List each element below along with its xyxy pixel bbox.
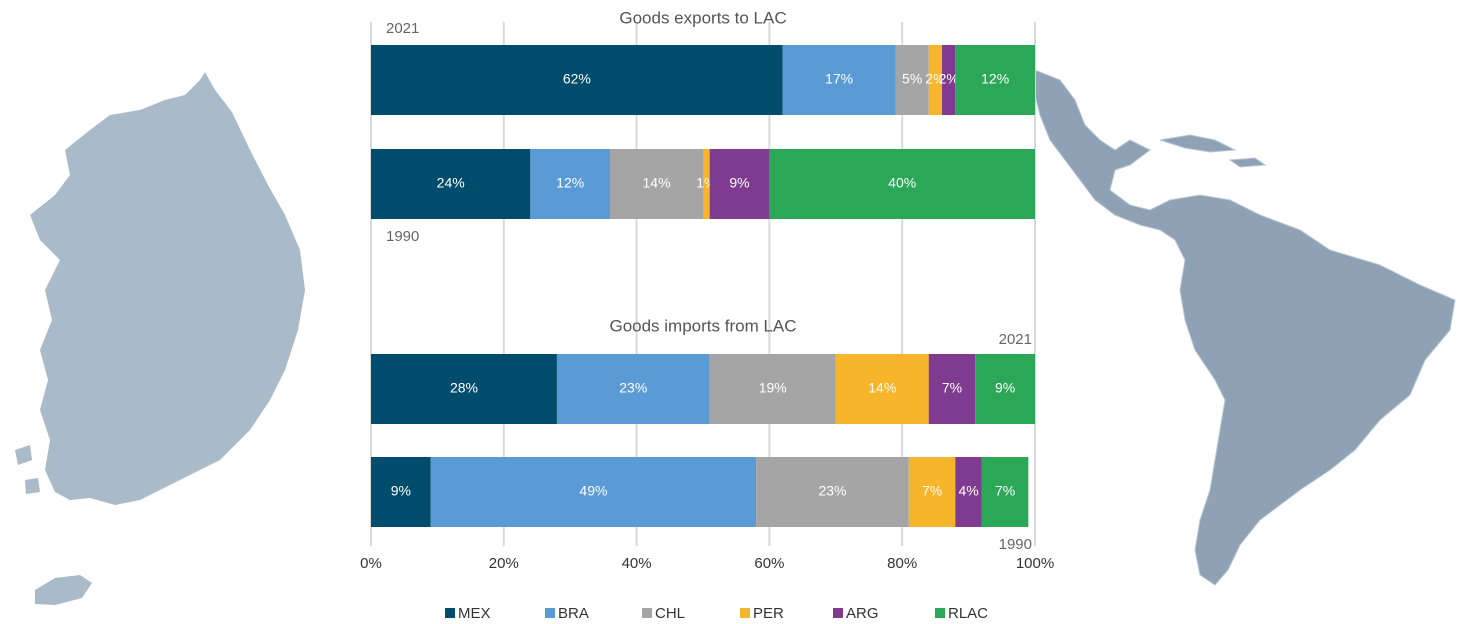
legend-label: CHL bbox=[655, 605, 685, 622]
x-tick-label: 80% bbox=[887, 555, 917, 572]
latin-america-map bbox=[1034, 69, 1456, 586]
bar-segment bbox=[835, 354, 929, 424]
data-label: 4% bbox=[958, 483, 978, 499]
data-label: 7% bbox=[995, 483, 1015, 499]
bar-segment bbox=[610, 149, 703, 219]
data-label: 62% bbox=[563, 71, 591, 87]
data-label: 14% bbox=[643, 175, 671, 191]
legend-label: RLAC bbox=[948, 605, 988, 622]
data-label: 14% bbox=[868, 380, 896, 396]
bar-segment bbox=[955, 457, 982, 527]
korea-map bbox=[15, 72, 305, 605]
bar-segment bbox=[709, 354, 836, 424]
bar-segment bbox=[556, 354, 710, 424]
bar-segment bbox=[981, 457, 1029, 527]
bar-segment bbox=[530, 149, 611, 219]
bar-segment bbox=[709, 149, 770, 219]
data-label: 12% bbox=[556, 175, 584, 191]
bar-segment bbox=[942, 45, 956, 115]
data-label: 40% bbox=[888, 175, 916, 191]
legend-label: ARG bbox=[846, 605, 879, 622]
data-label: 17% bbox=[825, 71, 853, 87]
legend-swatch bbox=[740, 608, 750, 618]
category-label: 2021 bbox=[999, 331, 1032, 348]
legend-label: MEX bbox=[458, 605, 491, 622]
x-tick-label: 40% bbox=[622, 555, 652, 572]
x-tick-label: 60% bbox=[754, 555, 784, 572]
category-label: 1990 bbox=[999, 536, 1032, 553]
bar-segment bbox=[371, 354, 557, 424]
category-label: 1990 bbox=[386, 228, 419, 245]
bar-segment bbox=[371, 457, 431, 527]
data-label: 2% bbox=[939, 71, 959, 87]
data-label: 9% bbox=[729, 175, 749, 191]
x-tick-label: 0% bbox=[360, 555, 382, 572]
legend-swatch bbox=[833, 608, 843, 618]
bar-segment bbox=[975, 354, 1035, 424]
legend-swatch bbox=[545, 608, 555, 618]
bar-segment bbox=[895, 45, 929, 115]
bar-segment bbox=[756, 457, 909, 527]
panel-title: Goods exports to LAC bbox=[619, 8, 786, 27]
panel-title: Goods imports from LAC bbox=[609, 316, 796, 335]
data-label: 23% bbox=[818, 483, 846, 499]
data-label: 7% bbox=[922, 483, 942, 499]
legend-label: PER bbox=[753, 605, 784, 622]
bar-segment bbox=[371, 149, 531, 219]
data-label: 5% bbox=[902, 71, 922, 87]
bar-segment bbox=[769, 149, 1035, 219]
data-label: 12% bbox=[981, 71, 1009, 87]
category-label: 2021 bbox=[386, 20, 419, 37]
bar-segment bbox=[908, 457, 956, 527]
bar-segment bbox=[782, 45, 896, 115]
data-label: 24% bbox=[437, 175, 465, 191]
data-label: 19% bbox=[759, 380, 787, 396]
bar-segment bbox=[928, 354, 976, 424]
bar-segment bbox=[430, 457, 757, 527]
data-label: 7% bbox=[942, 380, 962, 396]
legend-swatch bbox=[642, 608, 652, 618]
data-label: 9% bbox=[995, 380, 1015, 396]
bar-segment bbox=[703, 149, 710, 219]
x-tick-label: 20% bbox=[489, 555, 519, 572]
data-label: 28% bbox=[450, 380, 478, 396]
x-tick-label: 100% bbox=[1016, 555, 1054, 572]
data-label: 2% bbox=[925, 71, 945, 87]
data-label: 9% bbox=[391, 483, 411, 499]
data-label: 49% bbox=[579, 483, 607, 499]
bar-segment bbox=[955, 45, 1035, 115]
legend-swatch bbox=[445, 608, 455, 618]
bar-segment bbox=[928, 45, 943, 115]
legend-label: BRA bbox=[558, 605, 589, 622]
legend-swatch bbox=[935, 608, 945, 618]
bar-segment bbox=[371, 45, 783, 115]
data-label: 23% bbox=[619, 380, 647, 396]
